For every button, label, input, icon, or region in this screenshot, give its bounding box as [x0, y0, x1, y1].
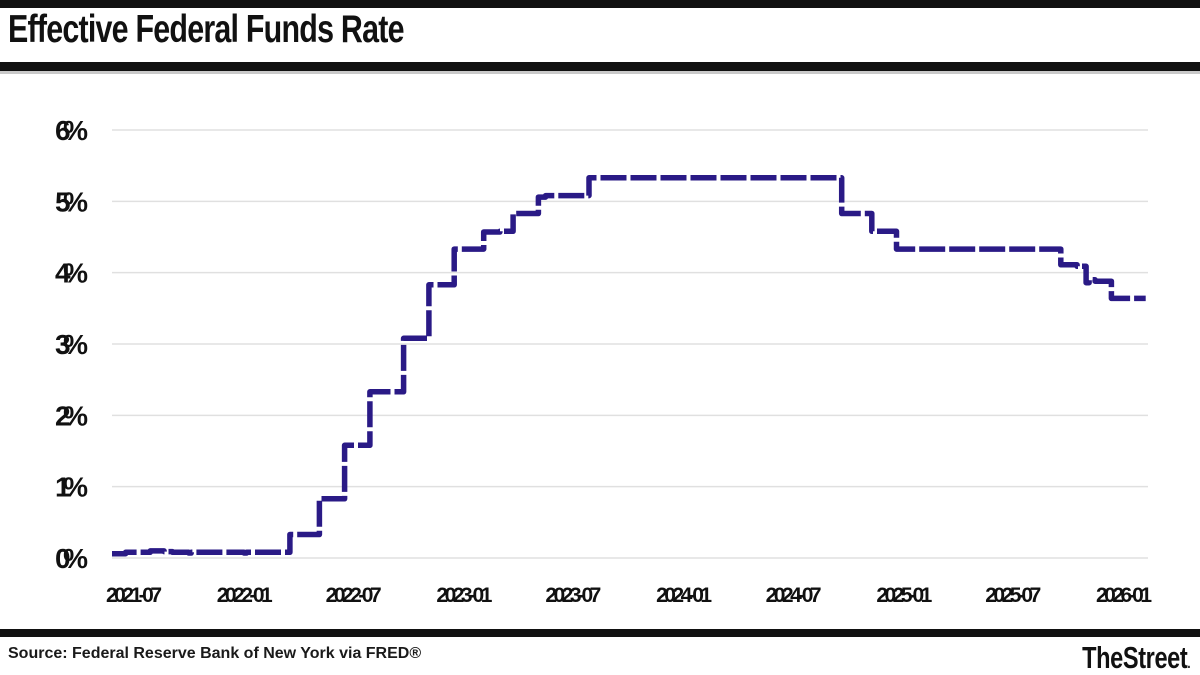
y-axis-label-3%: 3% — [55, 329, 88, 360]
top-divider-bar — [0, 0, 1200, 8]
x-axis-label-2024-01: 2024-01 — [656, 584, 712, 607]
x-axis-label-2024-07: 2024-07 — [766, 584, 822, 607]
y-axis-label-2%: 2% — [55, 400, 88, 431]
title-divider-bar — [0, 62, 1200, 71]
x-axis-label-2023-07: 2023-07 — [545, 584, 601, 607]
x-axis-label-2025-01: 2025-01 — [876, 584, 932, 607]
thestreet-logo-dot: . — [1187, 655, 1190, 672]
y-axis-label-6%: 6% — [55, 115, 88, 146]
thestreet-logo-text: TheStreet — [1081, 640, 1188, 675]
x-axis-label-2021-07: 2021-07 — [106, 584, 162, 607]
x-axis-label-2026-01: 2026-01 — [1096, 584, 1152, 607]
x-axis-label-2023-01: 2023-01 — [436, 584, 492, 607]
thestreet-logo: TheStreet. — [1082, 640, 1190, 675]
x-axis-label-2022-07: 2022-07 — [326, 584, 382, 607]
x-axis-label-2022-01: 2022-01 — [217, 584, 273, 607]
source-attribution: Source: Federal Reserve Bank of New York… — [8, 645, 422, 662]
title-divider-shadow — [0, 71, 1200, 74]
x-axis-label-2025-07: 2025-07 — [985, 584, 1041, 607]
y-axis-label-4%: 4% — [55, 258, 88, 289]
footer-divider-bar — [0, 629, 1200, 637]
y-axis-label-5%: 5% — [55, 186, 88, 217]
y-axis-label-0%: 0% — [55, 543, 88, 574]
page-title: Effective Federal Funds Rate — [8, 8, 404, 51]
y-axis-label-1%: 1% — [55, 472, 88, 503]
effr-rate-line — [112, 175, 1146, 557]
